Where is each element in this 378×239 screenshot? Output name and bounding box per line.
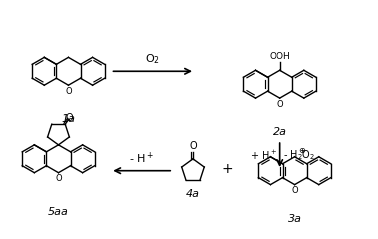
Text: O: O <box>291 186 298 195</box>
Text: O: O <box>189 141 197 151</box>
Text: O: O <box>66 113 74 123</box>
Text: 5aa: 5aa <box>48 207 69 217</box>
Text: O: O <box>65 87 72 96</box>
Text: O: O <box>55 174 62 183</box>
Text: 1a: 1a <box>62 114 76 124</box>
Text: $\oplus$: $\oplus$ <box>297 146 306 155</box>
Text: +: + <box>222 162 234 176</box>
Text: O$_2$: O$_2$ <box>145 53 160 66</box>
Text: 4a: 4a <box>186 190 200 200</box>
Text: 3a: 3a <box>288 214 302 224</box>
Text: O: O <box>276 100 283 109</box>
Text: - H$^+$: - H$^+$ <box>129 150 154 166</box>
Text: 2a: 2a <box>273 127 287 137</box>
Text: OOH: OOH <box>269 52 290 61</box>
Text: - H$_2$O$_2$: - H$_2$O$_2$ <box>283 148 314 162</box>
Text: + H$^+$: + H$^+$ <box>250 148 277 162</box>
